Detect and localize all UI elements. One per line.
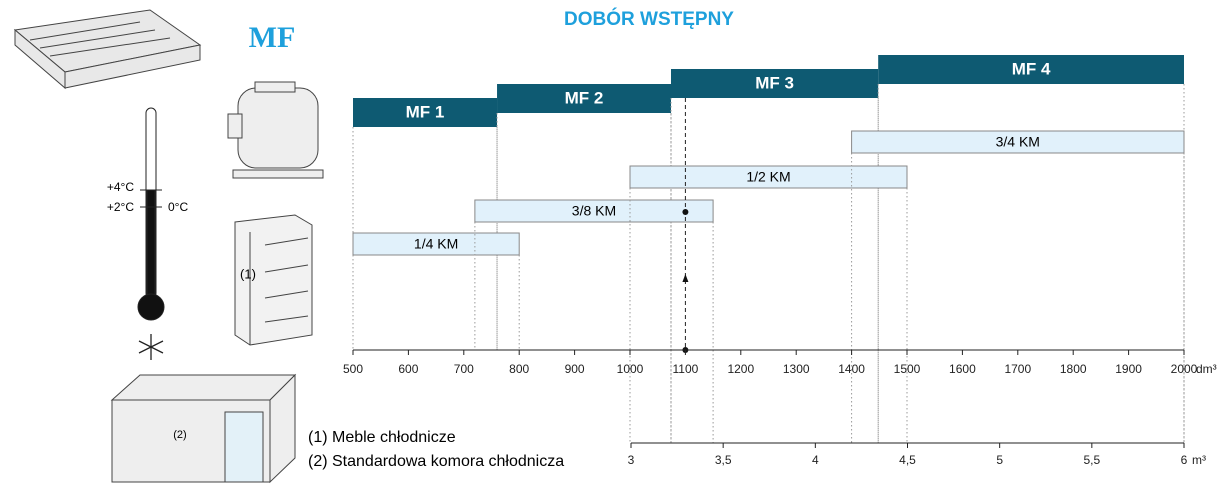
legend-item: (2) Standardowa komora chłodnicza [308, 453, 564, 470]
model-label: MF 4 [1012, 59, 1051, 78]
model-label: MF 2 [565, 88, 604, 107]
tick-label: 3,5 [715, 453, 732, 467]
tick-label: 1100 [672, 362, 698, 376]
tick-label: 500 [343, 362, 363, 376]
tick-label: 700 [454, 362, 474, 376]
marker-dot [682, 209, 688, 215]
model-label: MF 1 [406, 102, 445, 121]
axis-unit: m³ [1192, 453, 1206, 467]
page: DOBÓR WSTĘPNY MF +4°C +2°C 0°C (1) (2) ( [0, 0, 1227, 489]
tick-label: 800 [509, 362, 529, 376]
power-label: 1/4 KM [414, 236, 458, 252]
legend-item: (1) Meble chłodnicze [308, 429, 456, 446]
title: DOBÓR WSTĘPNY [564, 8, 734, 30]
tick-label: 1300 [783, 362, 810, 376]
power-label: 1/2 KM [746, 169, 790, 185]
temp-label: +4°C [107, 180, 134, 194]
tick-label: 1700 [1004, 362, 1031, 376]
coldroom-icon [112, 375, 295, 482]
hood-icon [15, 10, 200, 88]
tick-label: 4 [812, 453, 819, 467]
tick-label: 1900 [1115, 362, 1142, 376]
power-label: 3/4 KM [996, 134, 1040, 150]
tick-label: 1400 [838, 362, 865, 376]
fixture-label: (2) [173, 429, 186, 441]
tick-label: 6 [1181, 453, 1188, 467]
model-label: MF 3 [755, 73, 794, 92]
tick-label: 1600 [949, 362, 976, 376]
power-label: 3/8 KM [572, 203, 616, 219]
fixture-label: (1) [240, 266, 256, 281]
temp-label: 0°C [168, 200, 188, 214]
tick-label: 600 [398, 362, 418, 376]
tick-label: 1800 [1060, 362, 1087, 376]
tick-label: 1000 [617, 362, 644, 376]
marker-arrow [682, 274, 688, 282]
temp-label: +2°C [107, 200, 134, 214]
tick-label: 900 [565, 362, 585, 376]
thermometer-icon [138, 108, 164, 360]
compressor-icon [228, 82, 323, 178]
logo: MF [249, 21, 296, 54]
axis-unit: dm³ [1196, 362, 1217, 376]
tick-label: 5 [996, 453, 1003, 467]
tick-label: 2000 [1171, 362, 1198, 376]
tick-label: 1200 [727, 362, 754, 376]
tick-label: 5,5 [1083, 453, 1100, 467]
tick-label: 4,5 [899, 453, 916, 467]
tick-label: 3 [628, 453, 635, 467]
tick-label: 1500 [894, 362, 921, 376]
